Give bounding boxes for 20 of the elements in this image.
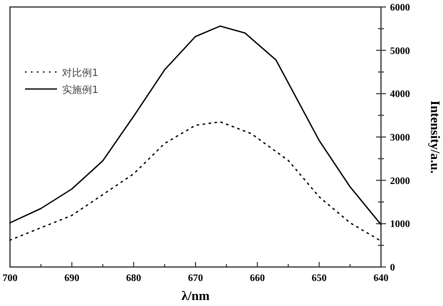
- y-tick-label: 6000: [390, 2, 410, 14]
- x-tick-label: 670: [188, 273, 203, 284]
- y-tick-label: 3000: [390, 132, 410, 144]
- y-tick-label: 5000: [390, 46, 410, 57]
- x-tick-label: 660: [250, 273, 265, 284]
- y-tick-label: 2000: [390, 176, 410, 187]
- y-tick-label: 1000: [390, 219, 410, 230]
- x-tick-label: 680: [126, 273, 142, 284]
- x-tick-label: 650: [312, 273, 327, 284]
- line-series: [9, 25, 382, 226]
- x-axis-title: λ/nm: [181, 288, 210, 303]
- legend-label: 实施例1: [62, 84, 98, 96]
- x-tick-label: 700: [2, 273, 18, 284]
- y-axis-title: Intensity/a.u.: [428, 100, 443, 174]
- x-tick-label: 690: [64, 273, 80, 284]
- y-tick-label: 0: [390, 262, 395, 274]
- x-tick-label: 640: [374, 273, 388, 284]
- line-series: [9, 121, 382, 242]
- y-tick-label: 4000: [390, 89, 410, 100]
- legend-label: 对比例1: [62, 67, 98, 79]
